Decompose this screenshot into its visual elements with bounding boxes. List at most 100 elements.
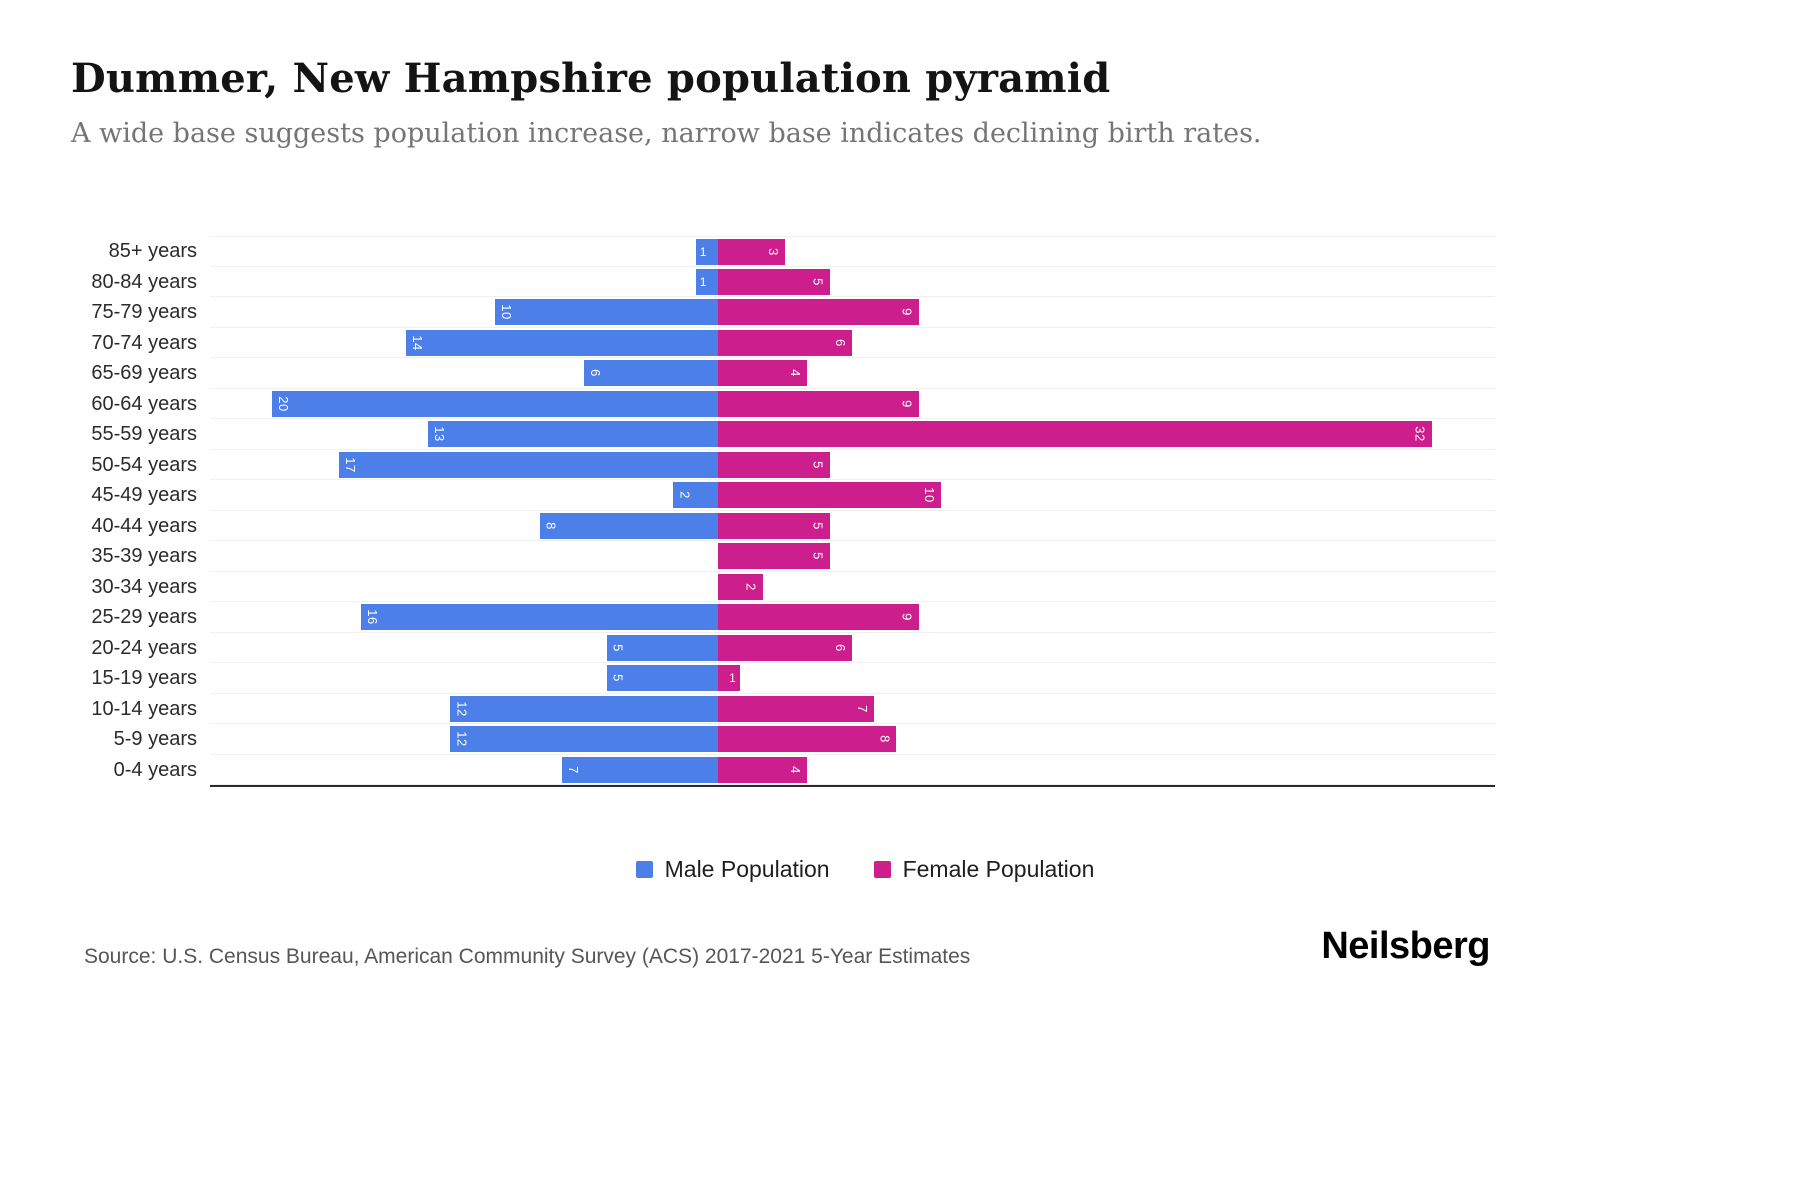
age-group-label: 35-39 years (91, 545, 197, 567)
female-bar[interactable]: 5 (718, 543, 830, 569)
male-bar[interactable]: 1 (695, 268, 718, 295)
row-plot-area: 2 (210, 572, 1495, 602)
female-bar[interactable]: 3 (718, 239, 785, 265)
male-bar[interactable]: 20 (272, 390, 718, 417)
female-bar-value-label: 9 (899, 308, 915, 316)
male-bar-value-label: 8 (543, 521, 559, 530)
male-bar[interactable]: 16 (361, 604, 718, 630)
male-bar-value-label: 5 (610, 643, 626, 652)
population-pyramid-chart: 85+ years 1 3 80-84 years 1 5 75-79 years 10 9 70… (0, 236, 1496, 787)
chart-row: 70-74 years 14 6 (0, 328, 1496, 358)
female-bar[interactable]: 4 (718, 360, 808, 386)
female-bar-value-label: 5 (810, 277, 826, 286)
female-bar[interactable]: 8 (718, 726, 897, 752)
male-bar[interactable]: 12 (450, 695, 718, 722)
male-bar[interactable]: 17 (338, 451, 718, 478)
chart-row: 10-14 years 12 7 (0, 694, 1496, 724)
female-bar[interactable]: 6 (718, 634, 852, 661)
x-axis-line (210, 785, 1495, 787)
male-bar[interactable]: 5 (606, 665, 718, 691)
female-bar[interactable]: 9 (718, 299, 919, 325)
male-bar-value-label: 6 (588, 369, 604, 377)
chart-row: 0-4 years 7 4 (0, 755, 1496, 785)
male-bar-value-label: 16 (365, 609, 381, 625)
male-bar-value-label: 12 (454, 731, 470, 747)
age-group-label: 50-54 years (91, 453, 197, 476)
male-bar-value-label: 17 (342, 456, 358, 473)
male-bar[interactable]: 6 (584, 360, 718, 386)
female-legend-label: Female Population (902, 856, 1095, 882)
female-bar[interactable]: 9 (718, 604, 919, 630)
female-bar-value-label: 6 (832, 643, 848, 652)
male-bar-value-label: 5 (610, 674, 626, 682)
legend-item-female[interactable]: Female Population (873, 856, 1095, 883)
chart-row: 40-44 years 8 5 (0, 511, 1496, 541)
male-bar[interactable]: 5 (606, 634, 718, 661)
female-bar[interactable]: 9 (718, 390, 919, 417)
chart-row: 35-39 years 5 (0, 541, 1496, 572)
age-group-label: 65-69 years (91, 362, 197, 384)
chart-row: 50-54 years 17 5 (0, 450, 1496, 480)
row-plot-area: 20 9 (210, 389, 1495, 419)
male-bar-value-label: 12 (454, 700, 470, 717)
female-legend-swatch-icon (873, 861, 891, 878)
age-group-label: 15-19 years (91, 667, 197, 689)
male-bar[interactable]: 7 (561, 756, 718, 783)
neilsberg-logo[interactable]: Neilsberg (1321, 925, 1490, 967)
female-bar[interactable]: 5 (718, 451, 830, 478)
row-plot-area: 13 32 (210, 419, 1495, 450)
male-legend-swatch-icon (635, 861, 653, 878)
chart-row: 5-9 years 12 8 (0, 724, 1496, 755)
row-plot-area: 14 6 (210, 328, 1495, 358)
source-attribution: Source: U.S. Census Bureau, American Com… (84, 945, 971, 968)
age-group-label: 25-29 years (91, 606, 197, 628)
age-group-label: 85+ years (108, 240, 197, 262)
row-plot-area: 12 7 (210, 694, 1495, 724)
male-bar[interactable]: 2 (673, 482, 718, 508)
age-group-label: 20-24 years (91, 636, 197, 659)
age-group-label: 70-74 years (91, 331, 197, 354)
age-group-label: 5-9 years (113, 728, 197, 750)
female-bar[interactable]: 5 (718, 268, 830, 295)
female-bar[interactable]: 2 (718, 573, 763, 600)
male-bar[interactable]: 14 (405, 329, 718, 356)
male-bar[interactable]: 1 (695, 239, 718, 265)
chart-row: 80-84 years 1 5 (0, 267, 1496, 297)
female-bar[interactable]: 4 (718, 756, 808, 783)
chart-row: 20-24 years 5 6 (0, 633, 1496, 663)
male-bar[interactable]: 10 (495, 299, 718, 325)
male-bar-value-label: 13 (432, 426, 448, 442)
female-bar[interactable]: 6 (718, 329, 852, 356)
legend-item-male[interactable]: Male Population (635, 856, 830, 883)
row-plot-area: 2 10 (210, 480, 1495, 511)
female-bar-value-label: 3 (765, 248, 781, 256)
age-group-label: 60-64 years (91, 392, 197, 415)
female-bar[interactable]: 7 (718, 695, 875, 722)
male-bar[interactable]: 13 (428, 421, 718, 447)
age-group-label: 30-34 years (91, 575, 197, 598)
male-bar-value-label: 1 (699, 245, 707, 259)
male-bar[interactable]: 12 (450, 726, 718, 752)
female-bar-value-label: 9 (899, 399, 915, 408)
age-group-label: 0-4 years (113, 758, 197, 781)
chart-row: 15-19 years 5 1 (0, 663, 1496, 694)
female-bar[interactable]: 1 (718, 665, 741, 691)
female-bar[interactable]: 5 (718, 512, 830, 539)
female-bar-value-label: 8 (877, 735, 893, 743)
male-bar-value-label: 14 (409, 334, 425, 351)
row-plot-area: 10 9 (210, 297, 1495, 328)
female-bar[interactable]: 10 (718, 482, 941, 508)
male-bar[interactable]: 8 (539, 512, 718, 539)
age-group-label: 80-84 years (91, 270, 197, 293)
female-bar-value-label: 4 (788, 369, 804, 377)
chart-row: 65-69 years 6 4 (0, 358, 1496, 389)
chart-row: 85+ years 1 3 (0, 236, 1496, 267)
chart-legend: Male Population Female Population (0, 856, 1730, 883)
male-bar-value-label: 7 (565, 765, 581, 774)
female-bar[interactable]: 32 (718, 421, 1432, 447)
